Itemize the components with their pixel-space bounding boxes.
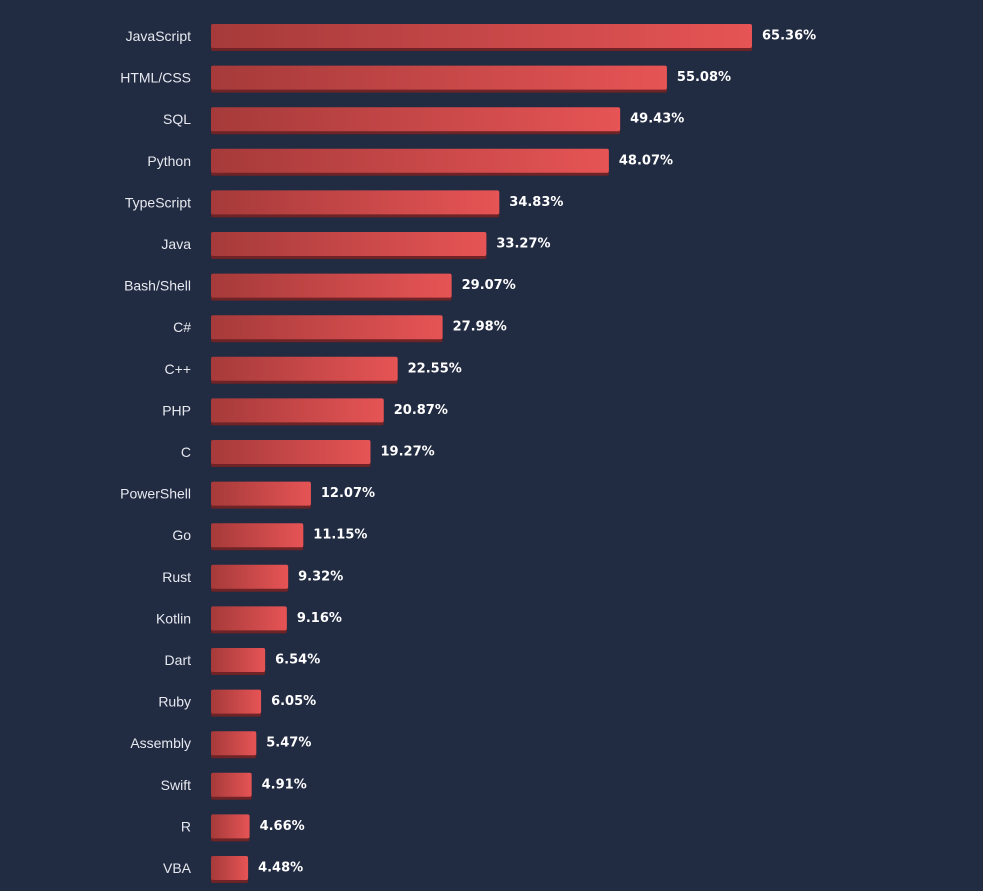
bar-assembly bbox=[211, 731, 257, 756]
value-label-swift: 4.91% bbox=[262, 777, 307, 792]
value-label-c: 22.55% bbox=[408, 361, 462, 376]
bar-typescript bbox=[211, 190, 500, 215]
category-label-sql: SQL bbox=[163, 111, 191, 127]
category-label-rust: Rust bbox=[162, 569, 191, 585]
category-label-go: Go bbox=[172, 527, 191, 543]
category-label-swift: Swift bbox=[161, 777, 191, 793]
bar-javascript bbox=[211, 24, 752, 48]
category-label-c: C# bbox=[173, 319, 191, 335]
value-label-kotlin: 9.16% bbox=[297, 611, 342, 626]
bar-powershell bbox=[211, 481, 311, 506]
category-label-c: C++ bbox=[165, 361, 191, 377]
category-label-javascript: JavaScript bbox=[126, 28, 191, 44]
value-label-r: 4.66% bbox=[260, 819, 305, 834]
category-label-bash-shell: Bash/Shell bbox=[124, 278, 191, 294]
value-label-typescript: 34.83% bbox=[509, 195, 563, 210]
value-label-c: 27.98% bbox=[453, 320, 507, 335]
bar-vba bbox=[211, 856, 249, 880]
bar-dart bbox=[211, 648, 266, 672]
category-label-c: C bbox=[181, 444, 191, 460]
category-label-ruby: Ruby bbox=[158, 694, 191, 710]
value-label-vba: 4.48% bbox=[258, 861, 303, 876]
category-label-assembly: Assembly bbox=[130, 735, 191, 751]
bar-c bbox=[211, 356, 398, 381]
bar-html-css bbox=[211, 65, 667, 90]
bar-kotlin bbox=[211, 606, 287, 631]
category-label-powershell: PowerShell bbox=[120, 486, 191, 502]
value-label-powershell: 12.07% bbox=[321, 486, 375, 501]
bar-python bbox=[211, 148, 609, 173]
bar-sql bbox=[211, 107, 621, 132]
value-label-bash-shell: 29.07% bbox=[462, 278, 516, 293]
category-label-dart: Dart bbox=[165, 652, 192, 668]
value-label-sql: 49.43% bbox=[630, 112, 684, 127]
bar-r bbox=[211, 814, 250, 839]
bars-layer: JavaScript 65.36% HTML/CSS 55.08% SQL 49.43% P… bbox=[120, 24, 816, 883]
bar-rust bbox=[211, 564, 289, 589]
category-label-kotlin: Kotlin bbox=[156, 610, 191, 626]
value-label-php: 20.87% bbox=[394, 403, 448, 418]
value-label-python: 48.07% bbox=[619, 153, 673, 168]
category-label-vba: VBA bbox=[163, 860, 192, 876]
bar-bash-shell bbox=[211, 273, 452, 298]
value-label-rust: 9.32% bbox=[298, 569, 343, 584]
bar-java bbox=[211, 232, 487, 256]
bar-c bbox=[211, 315, 443, 340]
category-label-python: Python bbox=[147, 153, 191, 169]
bar-swift bbox=[211, 772, 252, 797]
value-label-go: 11.15% bbox=[313, 528, 367, 543]
category-label-php: PHP bbox=[162, 402, 191, 418]
value-label-assembly: 5.47% bbox=[266, 736, 311, 751]
bar-go bbox=[211, 523, 304, 548]
category-label-typescript: TypeScript bbox=[125, 194, 191, 210]
value-label-java: 33.27% bbox=[496, 237, 550, 252]
bar-ruby bbox=[211, 689, 262, 714]
category-label-java: Java bbox=[161, 236, 191, 252]
category-label-html-css: HTML/CSS bbox=[120, 70, 191, 86]
value-label-html-css: 55.08% bbox=[677, 70, 731, 85]
value-label-dart: 6.54% bbox=[275, 653, 320, 668]
value-label-javascript: 65.36% bbox=[762, 29, 816, 44]
category-label-r: R bbox=[181, 818, 191, 834]
bar-php bbox=[211, 398, 384, 423]
value-label-ruby: 6.05% bbox=[271, 694, 316, 709]
value-label-c: 19.27% bbox=[381, 445, 435, 460]
bar-c bbox=[211, 440, 371, 464]
